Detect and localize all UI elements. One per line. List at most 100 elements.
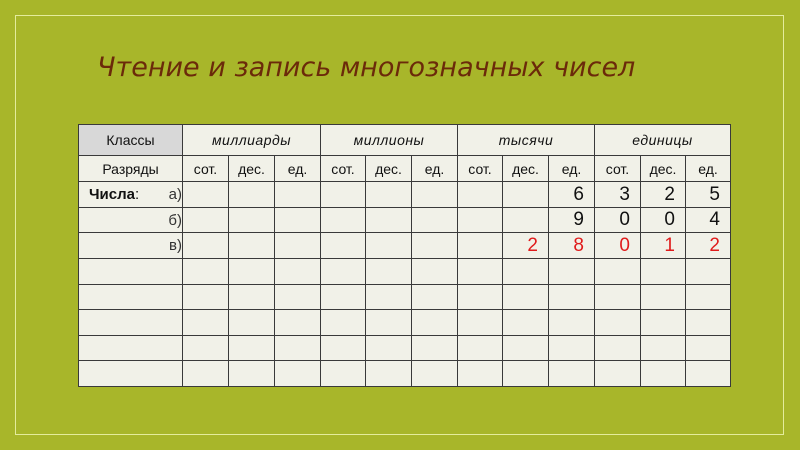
digit-cell xyxy=(274,207,321,233)
digit-cell xyxy=(685,258,731,285)
digit-cell xyxy=(320,232,366,259)
rank-header: сот. xyxy=(320,155,366,182)
digit-cell xyxy=(502,335,549,361)
digit-cell: 2 xyxy=(685,232,731,259)
numbers-colon: : xyxy=(134,186,140,203)
place-value-table: Классы миллиарды миллионы тысячи единицы… xyxy=(78,124,731,387)
row-label: в) xyxy=(78,232,183,259)
digit-cell xyxy=(365,258,412,285)
digit-cell xyxy=(502,181,549,208)
number-row xyxy=(78,258,731,285)
digit-cell xyxy=(685,284,731,310)
digit-cell xyxy=(502,258,549,285)
ranks-row: Разряды сот. дес. ед. сот. дес. ед. сот. дес. ед… xyxy=(78,155,731,182)
digit-cell xyxy=(320,284,366,310)
digit-cell: 5 xyxy=(685,181,731,208)
digit-cell xyxy=(320,309,366,336)
digit-cell xyxy=(411,284,458,310)
digit-cell: 8 xyxy=(548,232,595,259)
digit-cell xyxy=(182,232,229,259)
row-label xyxy=(78,360,183,387)
digit-cell xyxy=(182,284,229,310)
digit-cell xyxy=(594,360,641,387)
slide-title: Чтение и запись многозначных чисел xyxy=(97,52,636,83)
digit-cell xyxy=(320,258,366,285)
digit-cell: 0 xyxy=(640,207,686,233)
digit-cell: 0 xyxy=(594,232,641,259)
digit-cell xyxy=(640,258,686,285)
row-label: б) xyxy=(78,207,183,233)
class-millions: миллионы xyxy=(320,124,458,156)
rank-header: сот. xyxy=(182,155,229,182)
row-label xyxy=(78,335,183,361)
digit-cell xyxy=(640,335,686,361)
digit-cell xyxy=(228,258,275,285)
digit-cell xyxy=(274,309,321,336)
digit-cell xyxy=(182,207,229,233)
digit-cell xyxy=(228,181,275,208)
rank-header: дес. xyxy=(640,155,686,182)
digit-cell xyxy=(411,360,458,387)
digit-cell xyxy=(685,309,731,336)
digit-cell xyxy=(411,335,458,361)
class-billions: миллиарды xyxy=(182,124,321,156)
digit-cell xyxy=(274,258,321,285)
digit-cell xyxy=(502,284,549,310)
digit-cell xyxy=(594,335,641,361)
digit-cell xyxy=(274,360,321,387)
digit-cell xyxy=(548,360,595,387)
digit-cell xyxy=(457,207,503,233)
number-row xyxy=(78,309,731,336)
row-label xyxy=(78,284,183,310)
number-row xyxy=(78,360,731,387)
digit-cell xyxy=(594,284,641,310)
rank-header: дес. xyxy=(365,155,412,182)
row-label xyxy=(78,309,183,336)
rank-header: дес. xyxy=(502,155,549,182)
digit-cell xyxy=(274,284,321,310)
digit-cell xyxy=(182,360,229,387)
digit-cell xyxy=(685,360,731,387)
row-label xyxy=(78,258,183,285)
digit-cell xyxy=(228,207,275,233)
digit-cell xyxy=(640,360,686,387)
digit-cell: 2 xyxy=(502,232,549,259)
rank-header: сот. xyxy=(457,155,503,182)
row-letter: б) xyxy=(168,211,182,229)
digit-cell xyxy=(274,232,321,259)
digit-cell xyxy=(182,258,229,285)
digit-cell xyxy=(182,309,229,336)
digit-cell xyxy=(548,258,595,285)
row-letter: в) xyxy=(169,237,182,254)
numbers-label-text: Числа xyxy=(89,186,135,203)
digit-cell xyxy=(365,207,412,233)
number-row: Числа: а) 6 3 2 5 xyxy=(78,181,731,208)
digit-cell xyxy=(411,232,458,259)
digit-cell: 6 xyxy=(548,181,595,208)
digit-cell xyxy=(502,207,549,233)
row-letter: а) xyxy=(168,186,182,203)
digit-cell xyxy=(228,284,275,310)
class-thousands: тысячи xyxy=(457,124,595,156)
digit-cell xyxy=(320,360,366,387)
digit-cell xyxy=(502,360,549,387)
ranks-label: Разряды xyxy=(78,155,183,182)
digit-cell xyxy=(182,335,229,361)
digit-cell xyxy=(411,207,458,233)
digit-cell: 3 xyxy=(594,181,641,208)
digit-cell xyxy=(594,309,641,336)
slide-frame xyxy=(15,15,784,435)
digit-cell xyxy=(457,258,503,285)
digit-cell xyxy=(411,181,458,208)
numbers-label: Числа: xyxy=(80,186,140,203)
digit-cell: 9 xyxy=(548,207,595,233)
digit-cell xyxy=(182,181,229,208)
digit-cell xyxy=(365,181,412,208)
digit-cell xyxy=(411,258,458,285)
digit-cell xyxy=(457,309,503,336)
digit-cell xyxy=(548,309,595,336)
rank-header: ед. xyxy=(274,155,321,182)
rank-header: ед. xyxy=(685,155,731,182)
number-row xyxy=(78,284,731,310)
digit-cell xyxy=(640,284,686,310)
